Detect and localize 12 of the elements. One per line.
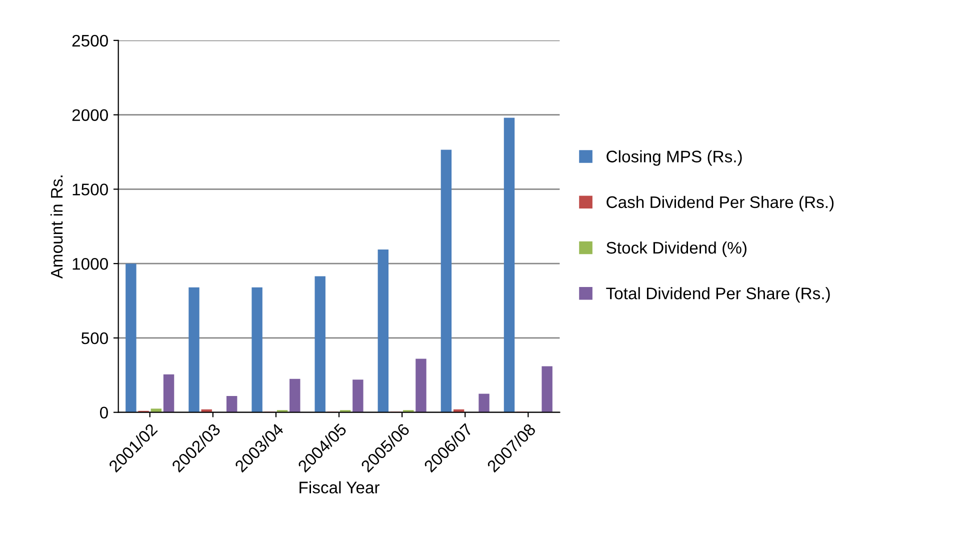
y-tick-label: 2000	[72, 109, 108, 122]
legend-label: Cash Dividend Per Share (Rs.)	[606, 196, 834, 212]
x-axis-title: Fiscal Year	[300, 481, 380, 494]
y-axis-title: Amount in Rs.	[50, 176, 63, 279]
legend-label: Closing MPS (Rs.)	[606, 150, 742, 166]
legend-label: Total Dividend Per Share (Rs.)	[606, 287, 830, 303]
legend-label: Stock Dividend (%)	[606, 241, 746, 257]
y-tick-label: 500	[81, 332, 108, 344]
y-tick-label: 0	[100, 406, 108, 419]
y-tick-label: 2500	[72, 34, 108, 47]
y-tick-label: 1500	[72, 184, 108, 196]
y-tick-label: 1000	[72, 258, 108, 270]
